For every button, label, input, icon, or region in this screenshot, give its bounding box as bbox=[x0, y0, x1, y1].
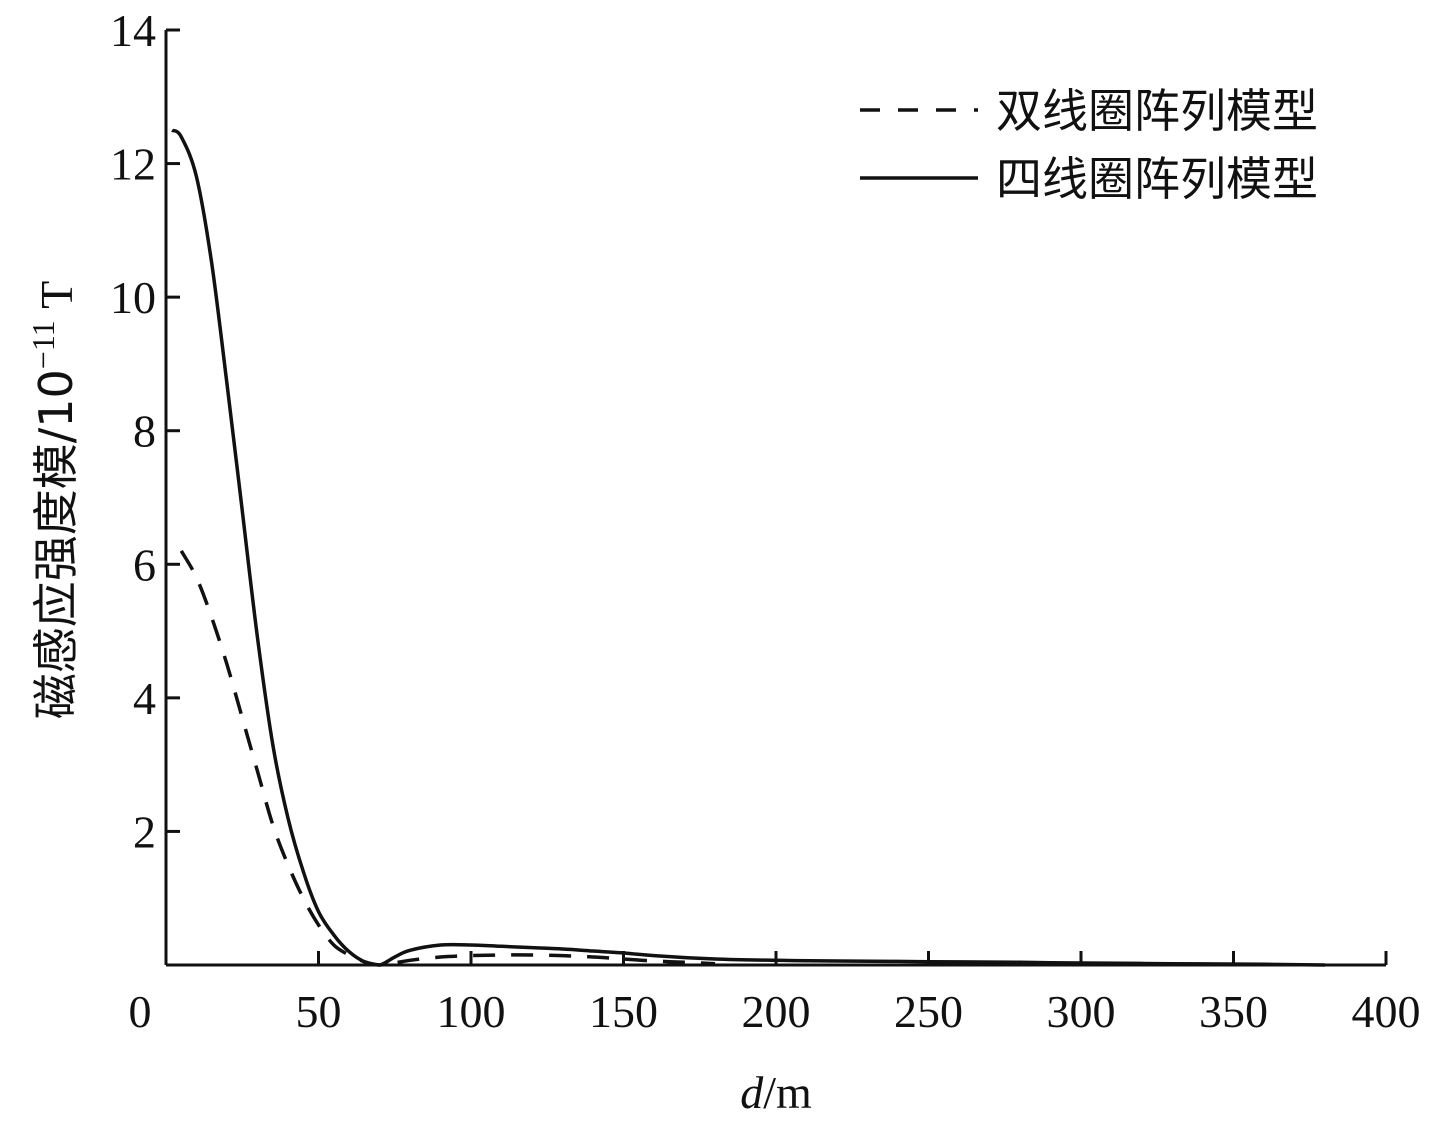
x-tick-label: 200 bbox=[742, 986, 811, 1037]
y-axis-title: 磁感应强度模/10−11 T bbox=[25, 281, 83, 720]
x-tick-label: 0 bbox=[129, 986, 152, 1037]
x-tick-label: 250 bbox=[894, 986, 963, 1037]
legend-label-1: 四线圈阵列模型 bbox=[996, 152, 1318, 206]
y-tick-label: 8 bbox=[133, 406, 156, 457]
x-axis-title: d/m bbox=[740, 1067, 812, 1118]
x-axis-title-unit: /m bbox=[763, 1067, 812, 1118]
x-ticks: 0 50 100 150 200 250 300 350 400 bbox=[129, 951, 1421, 1037]
y-tick-label: 2 bbox=[133, 806, 156, 857]
x-tick-label: 300 bbox=[1047, 986, 1116, 1037]
y-axis-title-text: 磁感应强度模/10 bbox=[29, 369, 83, 719]
series-line-0 bbox=[179, 550, 716, 967]
x-tick-label: 400 bbox=[1352, 986, 1421, 1037]
series-layer bbox=[171, 128, 1326, 967]
y-axis-title-unit: T bbox=[31, 281, 82, 321]
y-tick-label: 12 bbox=[110, 139, 156, 190]
y-tick-label: 10 bbox=[110, 272, 156, 323]
y-ticks: 2 4 6 8 10 12 14 bbox=[110, 5, 180, 857]
x-tick-label: 350 bbox=[1199, 986, 1268, 1037]
x-tick-label: 100 bbox=[437, 986, 506, 1037]
y-tick-label: 4 bbox=[133, 673, 156, 724]
x-axis-title-var: d bbox=[740, 1067, 764, 1118]
y-tick-label: 14 bbox=[110, 5, 156, 56]
legend: 双线圈阵列模型 四线圈阵列模型 bbox=[860, 84, 1318, 206]
y-tick-label: 6 bbox=[133, 539, 156, 590]
series-line-1 bbox=[171, 128, 1326, 967]
svg-text:磁感应强度模/10−11 T: 磁感应强度模/10−11 T bbox=[25, 281, 83, 720]
legend-label-0: 双线圈阵列模型 bbox=[996, 84, 1318, 138]
svg-text:d/m: d/m bbox=[740, 1067, 812, 1118]
x-tick-label: 150 bbox=[589, 986, 658, 1037]
x-tick-label: 50 bbox=[296, 986, 342, 1037]
y-axis-title-exp: −11 bbox=[25, 320, 61, 369]
